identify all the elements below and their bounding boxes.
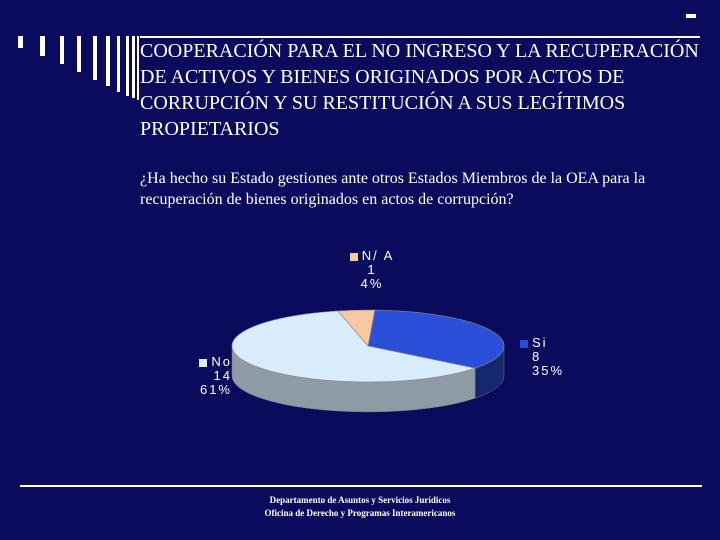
legend-si: Si 8 35% [520,336,570,378]
legend-na: N/ A 1 4% [342,249,402,291]
decorative-bar [132,36,135,98]
footer-rule [20,485,702,487]
decorative-bar [125,36,129,96]
legend-na-percent: 4% [360,276,384,291]
footer: Departamento de Asuntos y Servicios Jurí… [0,494,720,520]
legend-no-value: 14 [213,368,232,383]
legend-swatch-na [349,252,358,261]
footer-department: Departamento de Asuntos y Servicios Jurí… [269,495,451,505]
legend-no-percent: 61% [199,382,232,397]
legend-si-value: 8 [532,349,542,364]
decorative-bar [136,36,140,100]
decorative-tick [686,14,696,18]
footer-office: Oficina de Derecho y Programas Interamer… [264,508,456,518]
legend-swatch-no [199,358,208,367]
slide-title: COOPERACIÓN PARA EL NO INGRESO Y LA RECU… [140,40,699,140]
decorative-bar [92,36,97,80]
pie-slice-no [231,310,477,383]
legend-no-label: No [211,354,232,369]
decorative-bar [18,36,23,48]
decorative-bars [18,36,142,100]
legend-na-value: 1 [367,262,377,277]
pie-slice-na [337,309,376,347]
legend-si-label: Si [532,335,548,350]
decorative-bar [106,36,110,86]
survey-question: ¿Ha hecho su Estado gestiones ante otros… [140,170,646,208]
decorative-bar [117,36,121,92]
decorative-bar [59,36,65,64]
legend-si-percent: 35% [532,363,565,378]
legend-swatch-si [520,339,528,348]
decorative-bar [40,36,45,56]
legend-no: No 14 61% [174,355,232,397]
legend-na-label: N/ A [361,248,395,263]
decorative-bar [77,36,82,72]
title-rule [140,36,700,38]
pie-slice-si [367,309,505,369]
